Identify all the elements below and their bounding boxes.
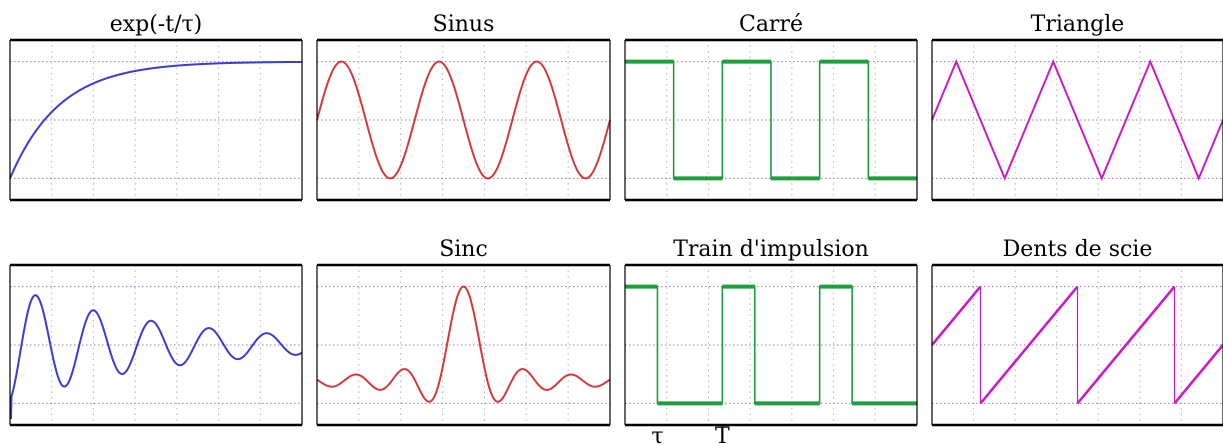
waveform-line xyxy=(625,285,917,405)
panel-damped-oscillation xyxy=(9,263,303,427)
axis-label-tau: τ xyxy=(651,424,663,445)
series-damped xyxy=(9,294,303,419)
series-triangle xyxy=(931,58,1223,182)
panel-dents-de-scie: Dents de scie xyxy=(930,237,1223,427)
panel-triangle: Triangle xyxy=(931,12,1223,202)
series-pulse xyxy=(625,284,917,406)
ramp-segment xyxy=(1173,344,1223,405)
panel-exp-t-: exp(-t/τ) xyxy=(9,12,303,202)
panel-title: Triangle xyxy=(1031,12,1125,37)
panel-title: Train d'impulsion xyxy=(673,237,869,262)
series-sine xyxy=(316,60,611,180)
waveform-line xyxy=(625,60,917,180)
axis-label-period: T xyxy=(715,424,730,445)
ramp-segment xyxy=(979,285,1079,405)
panel-train-d-impulsion: Train d'impulsion τ T xyxy=(624,237,918,445)
ramp-segment xyxy=(1076,285,1176,405)
panel-title: Dents de scie xyxy=(1003,237,1153,262)
panel-sinus: Sinus xyxy=(316,12,611,202)
series-exp xyxy=(9,60,302,179)
series-sawtooth xyxy=(930,285,1223,405)
panel-sinc: Sinc xyxy=(316,237,611,427)
panel-title: Carré xyxy=(739,12,803,37)
series-sinc xyxy=(316,285,611,403)
panel-title: Sinus xyxy=(433,12,495,37)
ramp-segment xyxy=(930,285,982,346)
series-square xyxy=(625,59,917,181)
panel-title: Sinc xyxy=(439,237,488,262)
panel-carr-: Carré xyxy=(624,12,918,202)
panel-title: exp(-t/τ) xyxy=(110,12,203,37)
